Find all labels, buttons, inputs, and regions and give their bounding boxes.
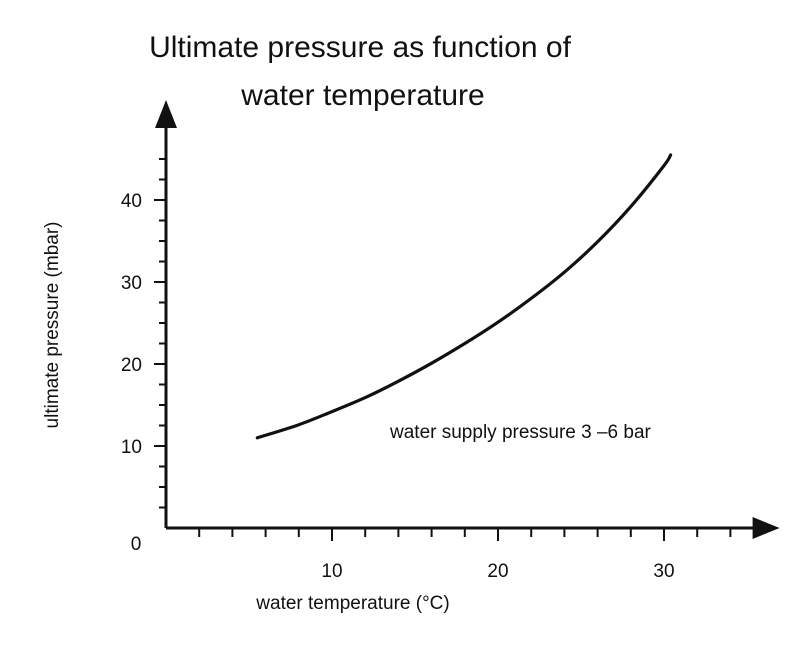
annotation-water-supply-pressure: water supply pressure 3 –6 bar xyxy=(389,422,652,443)
x-tick-label: 30 xyxy=(653,561,674,582)
y-tick-label: 10 xyxy=(121,437,142,458)
series-line-ultimate-pressure xyxy=(255,153,673,440)
chart-title-line-2: water temperature xyxy=(240,79,484,112)
axes xyxy=(155,100,780,539)
chart-title-line-1: Ultimate pressure as function of xyxy=(149,31,572,64)
x-tick-label: 10 xyxy=(321,561,342,582)
x-tick-label: 20 xyxy=(487,561,508,582)
ticks: 10 20 30 10 20 30 40 xyxy=(121,158,732,582)
y-axis-label: ultimate pressure (mbar) xyxy=(42,222,63,429)
y-tick-label: 30 xyxy=(121,273,142,294)
x-axis-label: water temperature (°C) xyxy=(255,593,449,614)
y-axis-arrowhead xyxy=(155,100,177,128)
series xyxy=(255,153,673,440)
y-tick-label: 40 xyxy=(121,191,142,212)
origin-label: 0 xyxy=(131,534,142,555)
y-tick-label: 20 xyxy=(121,355,142,376)
x-axis-arrowhead xyxy=(752,517,780,539)
